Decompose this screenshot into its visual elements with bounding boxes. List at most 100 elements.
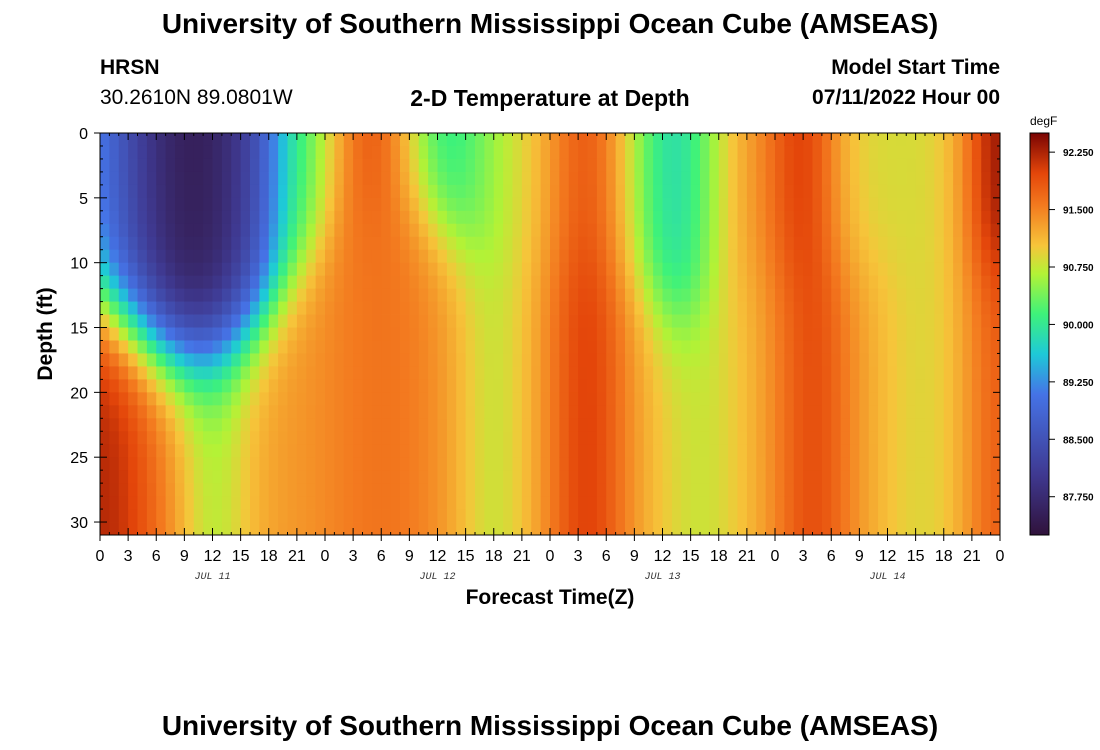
heatmap-cell <box>306 509 317 523</box>
heatmap-cell <box>925 483 935 497</box>
heatmap-cell <box>325 353 335 367</box>
page-title: University of Southern Mississippi Ocean… <box>161 8 939 39</box>
heatmap-cell <box>653 314 663 328</box>
heatmap-cell <box>165 496 176 510</box>
heatmap-cell <box>803 483 813 497</box>
heatmap-cell <box>634 171 645 186</box>
heatmap-cell <box>231 353 242 367</box>
heatmap-cell <box>137 197 148 212</box>
heatmap-cell <box>775 340 785 354</box>
heatmap-cell <box>175 392 185 406</box>
heatmap-cell <box>990 379 1001 393</box>
heatmap-cell <box>259 379 270 393</box>
heatmap-cell <box>287 314 298 328</box>
heatmap-cell <box>146 301 157 315</box>
x-tick-label: 9 <box>405 548 414 565</box>
heatmap-cell <box>512 366 523 380</box>
heatmap-cell <box>456 483 467 497</box>
heatmap-cell <box>493 133 504 147</box>
heatmap-cell <box>878 314 888 328</box>
heatmap-cell <box>240 145 251 160</box>
heatmap-cell <box>353 509 363 523</box>
heatmap-cell <box>775 522 785 536</box>
heatmap-cell <box>700 392 710 406</box>
heatmap-cell <box>643 236 654 251</box>
heatmap-cell <box>259 262 270 277</box>
heatmap-cell <box>896 522 907 536</box>
heatmap-cell <box>503 249 513 264</box>
heatmap-cell <box>334 145 345 160</box>
heatmap-cell <box>400 223 410 238</box>
heatmap-cell <box>531 379 542 393</box>
heatmap-cell <box>803 327 813 341</box>
heatmap-cell <box>118 133 129 147</box>
heatmap-cell <box>559 197 570 212</box>
heatmap-cell <box>896 184 907 199</box>
heatmap-cell <box>540 133 551 147</box>
heatmap-cell <box>353 366 363 380</box>
chart-subtitle: 2-D Temperature at Depth <box>410 85 690 111</box>
heatmap-cell <box>400 353 410 367</box>
heatmap-cell <box>643 184 654 199</box>
heatmap-cell <box>521 340 532 354</box>
heatmap-cell <box>325 288 335 302</box>
heatmap-cell <box>475 236 485 251</box>
heatmap-cell <box>521 301 532 315</box>
heatmap-cell <box>296 470 307 484</box>
heatmap-cell <box>409 405 420 419</box>
heatmap-cell <box>278 133 288 147</box>
heatmap-cell <box>137 133 148 147</box>
heatmap-cell <box>268 496 279 510</box>
heatmap-cell <box>587 301 598 315</box>
heatmap-cell <box>446 340 457 354</box>
heatmap-cell <box>925 288 935 302</box>
heatmap-cell <box>840 379 851 393</box>
heatmap-cell <box>803 133 813 147</box>
heatmap-cell <box>896 405 907 419</box>
heatmap-cell <box>915 444 926 458</box>
heatmap-cell <box>840 457 851 471</box>
heatmap-cell <box>493 236 504 251</box>
heatmap-cell <box>671 431 682 445</box>
heatmap-cell <box>465 340 476 354</box>
heatmap-cell <box>437 145 448 160</box>
heatmap-cell <box>400 366 410 380</box>
station-coordinates: 30.2610N 89.0801W <box>100 86 293 109</box>
heatmap-cell <box>587 353 598 367</box>
heatmap-cell <box>625 197 635 212</box>
heatmap-cell <box>878 431 888 445</box>
heatmap-cell <box>231 262 242 277</box>
heatmap-cell <box>465 392 476 406</box>
heatmap-cell <box>887 288 898 302</box>
heatmap-cell <box>428 522 438 536</box>
heatmap-cell <box>512 483 523 497</box>
heatmap-cell <box>596 171 607 186</box>
heatmap-cell <box>812 457 823 471</box>
heatmap-cell <box>718 327 729 341</box>
heatmap-cell <box>353 483 363 497</box>
heatmap-cell <box>296 496 307 510</box>
heatmap-cell <box>906 171 917 186</box>
heatmap-cell <box>653 392 663 406</box>
heatmap-cell <box>146 405 157 419</box>
heatmap-cell <box>896 314 907 328</box>
heatmap-cell <box>212 275 223 290</box>
heatmap-cell <box>465 327 476 341</box>
heatmap-cell <box>409 496 420 510</box>
heatmap-cell <box>887 249 898 264</box>
heatmap-cell <box>418 145 429 160</box>
heatmap-cell <box>850 236 860 251</box>
heatmap-cell <box>371 470 382 484</box>
heatmap-cell <box>250 145 260 160</box>
heatmap-cell <box>212 405 223 419</box>
heatmap-cell <box>193 483 204 497</box>
heatmap-cell <box>934 210 945 225</box>
heatmap-cell <box>428 249 438 264</box>
heatmap-cell <box>484 366 495 380</box>
colorbar-tick-label: 92.250 <box>1063 148 1094 159</box>
heatmap-cell <box>465 197 476 212</box>
heatmap-cell <box>128 158 138 173</box>
heatmap-cell <box>906 184 917 199</box>
heatmap-cell <box>728 327 738 341</box>
heatmap-cell <box>868 327 879 341</box>
